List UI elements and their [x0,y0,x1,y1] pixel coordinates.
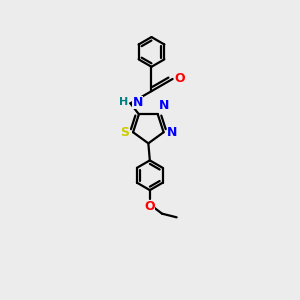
Text: S: S [121,126,130,139]
Text: N: N [133,96,143,109]
Text: N: N [159,99,170,112]
Text: H: H [119,97,128,107]
Text: O: O [175,73,185,85]
Text: O: O [145,200,155,213]
Text: N: N [167,126,178,139]
